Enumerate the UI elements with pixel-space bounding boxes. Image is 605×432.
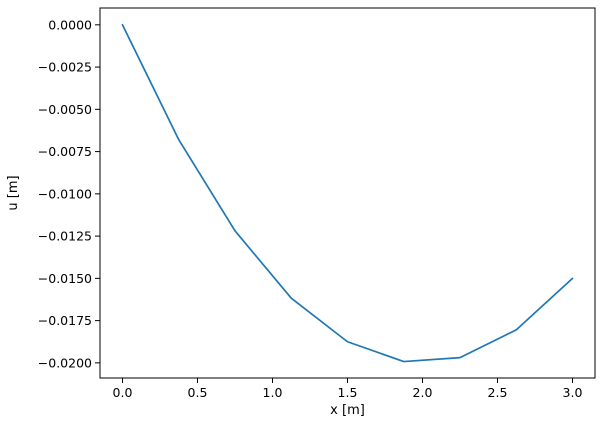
y-tick-label: 0.0000 xyxy=(48,17,92,32)
y-tick-label: −0.0050 xyxy=(38,102,92,117)
x-tick-label: 1.0 xyxy=(263,385,283,400)
y-tick-label: −0.0200 xyxy=(38,355,92,370)
y-tick-label: −0.0175 xyxy=(38,313,92,328)
x-tick-label: 1.5 xyxy=(338,385,358,400)
x-tick-label: 0.5 xyxy=(188,385,208,400)
y-axis-label: u [m] xyxy=(6,175,21,210)
y-tick-label: −0.0025 xyxy=(38,60,92,75)
x-tick-label: 2.0 xyxy=(413,385,433,400)
axes-spines xyxy=(99,7,596,379)
y-tick-label: −0.0100 xyxy=(38,186,92,201)
y-tick-label: −0.0150 xyxy=(38,271,92,286)
data-series-line xyxy=(121,23,574,363)
y-tick-label: −0.0125 xyxy=(38,229,92,244)
plot-area: 0.0 0.5 1.0 1.5 2.0 2.5 3.0 0.0000 −0.0025 −0.005… xyxy=(38,7,596,400)
x-tick-label: 3.0 xyxy=(563,385,583,400)
y-tick-label: −0.0075 xyxy=(38,144,92,159)
x-tick-label: 2.5 xyxy=(488,385,508,400)
x-axis-label: x [m] xyxy=(330,403,365,418)
x-tick-label: 0.0 xyxy=(113,385,133,400)
